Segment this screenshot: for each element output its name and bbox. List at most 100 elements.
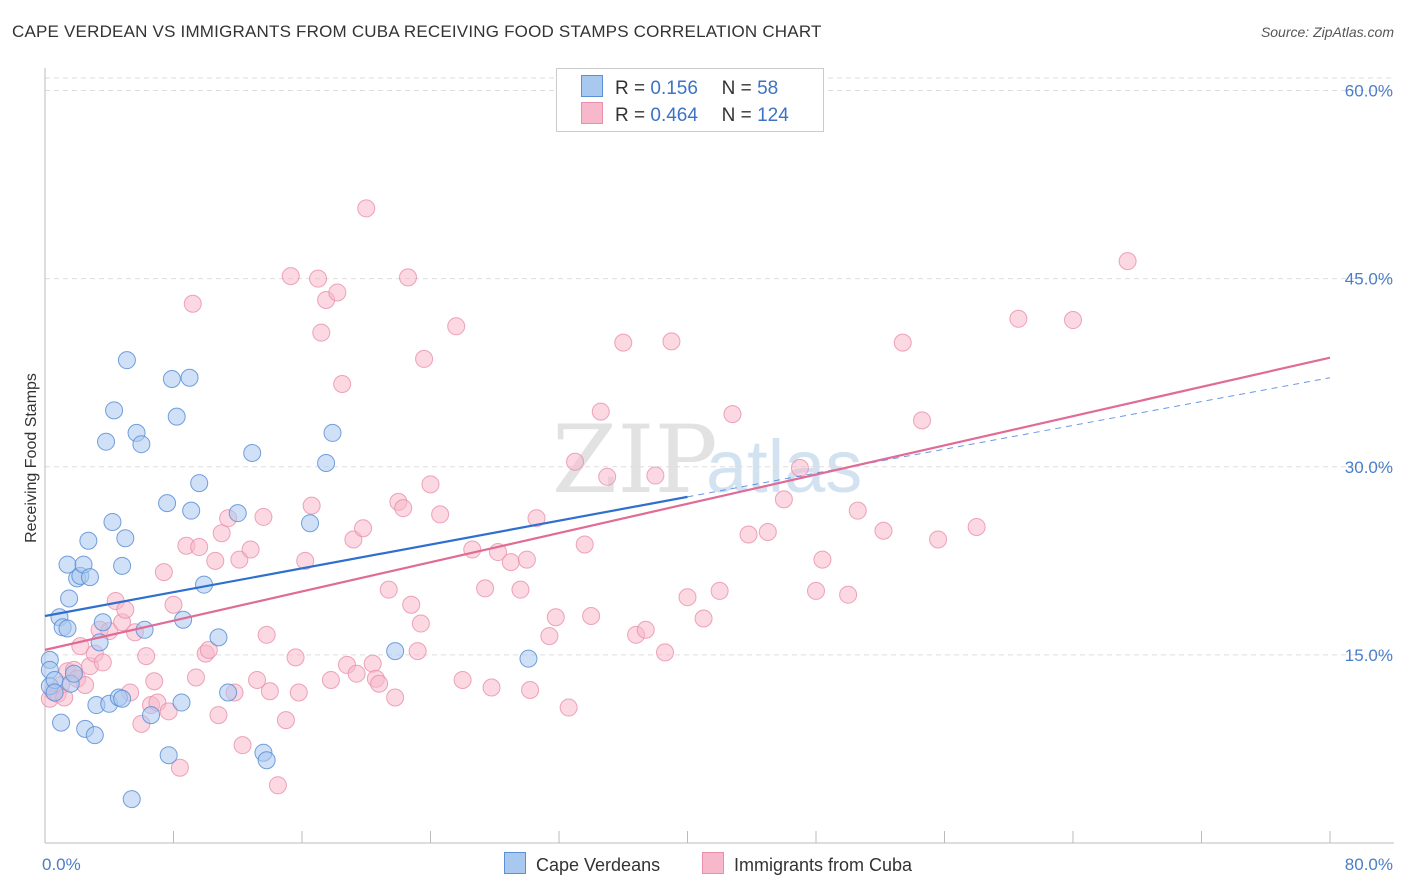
legend-n-label: N = <box>721 105 752 126</box>
data-point-cuba <box>93 653 112 672</box>
legend-r-label: R = <box>615 105 646 126</box>
data-point-cape-verdean <box>45 683 64 702</box>
data-point-cuba <box>402 595 421 614</box>
data-point-cuba <box>453 670 472 689</box>
data-point-cuba <box>411 614 430 633</box>
legend-r-label: R = <box>615 78 646 99</box>
data-point-cuba <box>386 688 405 707</box>
data-point-cuba <box>254 507 273 526</box>
data-point-cuba <box>559 698 578 717</box>
data-point-cape-verdean <box>135 620 154 639</box>
data-point-cape-verdean <box>80 568 99 587</box>
data-point-cuba <box>199 640 218 659</box>
data-point-cuba <box>394 499 413 518</box>
legend-label: Cape Verdeans <box>536 855 661 875</box>
data-point-cuba <box>183 294 202 313</box>
data-point-cuba <box>302 496 321 515</box>
data-point-cape-verdean <box>158 494 177 513</box>
data-point-cuba <box>874 521 893 540</box>
data-point-cape-verdean <box>167 407 186 426</box>
y-tick-label: 30.0% <box>1345 458 1393 477</box>
chart-title: CAPE VERDEAN VS IMMIGRANTS FROM CUBA REC… <box>12 22 822 41</box>
data-point-cape-verdean <box>142 706 161 725</box>
data-point-cuba <box>694 609 713 628</box>
data-point-cape-verdean <box>117 351 136 370</box>
data-point-cuba <box>347 664 366 683</box>
data-point-cuba <box>540 627 559 646</box>
data-point-cuba <box>276 711 295 730</box>
trend-lines <box>44 356 1331 651</box>
data-point-cuba <box>116 600 135 619</box>
data-point-cuba <box>1009 309 1028 328</box>
data-point-cuba <box>159 702 178 721</box>
data-point-cuba <box>723 405 742 424</box>
data-point-cuba <box>575 535 594 554</box>
data-point-cuba <box>408 642 427 661</box>
data-point-cape-verdean <box>180 368 199 387</box>
legend-swatch-pink <box>702 852 724 874</box>
data-point-cuba <box>186 668 205 687</box>
data-point-cuba <box>260 682 279 701</box>
data-point-cuba <box>206 551 225 570</box>
data-point-cape-verdean <box>85 726 104 745</box>
data-point-cape-verdean <box>301 514 320 533</box>
legend-swatch-blue <box>504 852 526 874</box>
data-point-cuba <box>415 349 434 368</box>
data-point-cape-verdean <box>243 443 262 462</box>
data-point-cuba <box>268 776 287 795</box>
data-point-cuba <box>501 553 520 572</box>
data-point-cuba <box>1118 252 1137 271</box>
correlation-legend: R = 0.156 N = 58 R = 0.464 N = 124 <box>556 68 824 132</box>
data-point-cuba <box>257 625 276 644</box>
data-point-cape-verdean <box>323 423 342 442</box>
y-tick-label: 15.0% <box>1345 646 1393 665</box>
data-point-cuba <box>646 466 665 485</box>
data-point-cape-verdean <box>317 454 336 473</box>
data-point-cape-verdean <box>159 746 178 765</box>
data-point-cape-verdean <box>209 628 228 647</box>
data-point-cuba <box>212 524 231 543</box>
legend-item-immigrants-from-cuba[interactable]: Immigrants from Cuba <box>702 852 912 876</box>
data-point-cape-verdean <box>172 693 191 712</box>
data-point-cape-verdean <box>58 619 77 638</box>
data-point-cuba <box>662 332 681 351</box>
data-point-cuba <box>233 736 252 755</box>
legend-n-value: 124 <box>757 105 789 126</box>
data-point-cape-verdean <box>228 504 247 523</box>
x-tick-label: 0.0% <box>42 855 81 874</box>
legend-swatch-pink <box>581 102 603 124</box>
data-point-cuba <box>154 563 173 582</box>
data-point-cuba <box>598 467 617 486</box>
data-point-cuba <box>241 540 260 559</box>
data-point-cuba <box>678 588 697 607</box>
data-point-cape-verdean <box>113 556 132 575</box>
data-point-cuba <box>209 706 228 725</box>
trend-line-immigrants-from-cuba <box>44 356 1331 651</box>
data-point-cuba <box>807 581 825 600</box>
data-point-cuba <box>521 681 540 699</box>
legend-label: Immigrants from Cuba <box>734 855 913 875</box>
y-tick-label: 45.0% <box>1345 270 1393 289</box>
data-point-cuba <box>354 519 373 538</box>
data-point-cuba <box>482 678 501 697</box>
tick-labels: 15.0% 30.0% 45.0% 60.0% 0.0% 80.0% <box>42 82 1393 874</box>
data-point-cuba <box>363 654 382 673</box>
data-point-cuba <box>286 648 305 667</box>
data-point-cuba <box>463 540 482 559</box>
data-point-cuba <box>321 670 340 689</box>
trend-line-cape-verdeans <box>44 495 688 618</box>
data-point-cuba <box>145 672 164 691</box>
data-point-cuba <box>656 643 675 662</box>
data-point-cuba <box>289 683 308 702</box>
data-point-cuba <box>379 580 398 599</box>
data-point-cuba <box>614 333 633 352</box>
data-point-cuba <box>164 595 183 614</box>
legend-item-cape-verdeans[interactable]: Cape Verdeans <box>504 852 660 876</box>
data-point-cuba <box>399 268 418 287</box>
data-point-cuba <box>848 501 867 520</box>
data-point-cuba <box>527 509 546 528</box>
data-point-cuba <box>913 411 932 430</box>
data-point-cuba <box>431 505 450 524</box>
data-point-cape-verdean <box>132 435 151 454</box>
